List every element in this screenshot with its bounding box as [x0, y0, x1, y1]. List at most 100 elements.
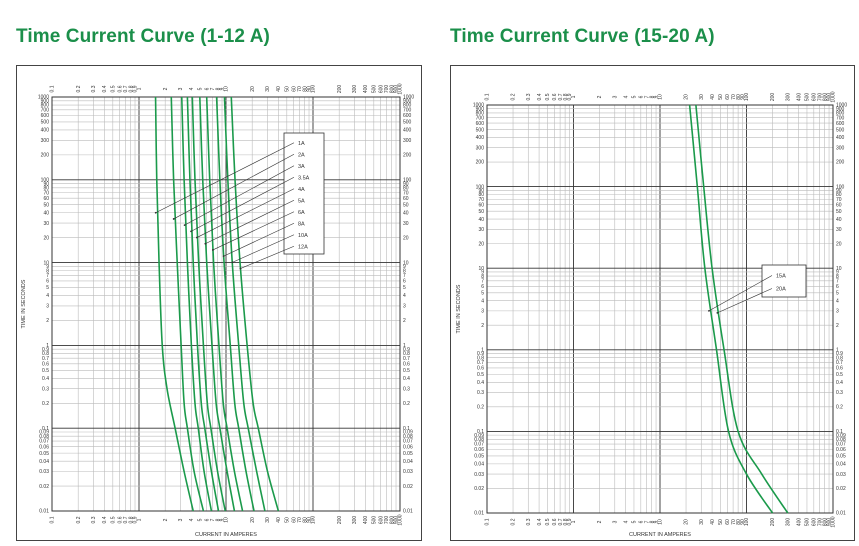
x-tick-label-top: 7	[644, 95, 650, 98]
y-tick-label-right: 0.01	[403, 509, 413, 515]
y-tick-label-left: 80	[478, 192, 484, 198]
x-tick-label-bottom: 4	[189, 518, 195, 521]
y-tick-label-right: 200	[836, 160, 845, 166]
x-tick-label-bottom: 4	[623, 520, 629, 523]
x-tick-label-top: 2	[597, 95, 603, 98]
x-tick-label-bottom: 0.8	[563, 518, 569, 525]
legend-leader-line	[205, 199, 295, 245]
y-tick-label-right: 900	[403, 98, 412, 104]
x-tick-label-top: 9	[654, 95, 660, 98]
legend-label-4a: 4A	[298, 187, 305, 193]
y-tick-label-left: 0.06	[474, 447, 484, 453]
y-tick-label-right: 1000	[403, 95, 414, 101]
y-tick-label-right: 0.2	[403, 401, 410, 407]
y-tick-label-left: 0.3	[42, 386, 49, 392]
x-tick-label-top: 70	[297, 86, 303, 92]
x-tick-label-bottom: 80	[736, 519, 742, 525]
y-tick-label-left: 0.04	[474, 462, 484, 468]
x-tick-label-bottom: 200	[770, 518, 776, 527]
x-tick-label-top: 0.5	[111, 85, 117, 92]
x-tick-label-bottom: 0.1	[485, 518, 491, 525]
y-tick-label-right: 0.4	[836, 380, 843, 386]
x-tick-label-bottom: 6	[639, 520, 645, 523]
legend-leader-dot	[708, 309, 710, 312]
x-tick-label-bottom: 90	[740, 519, 746, 525]
series-line-1a	[154, 96, 195, 512]
x-tick-label-bottom: 3	[178, 518, 184, 521]
x-tick-label-top: 40	[276, 86, 282, 92]
legend-leader-line	[212, 211, 295, 251]
y-tick-label-right: 0.08	[403, 434, 413, 440]
y-tick-label-left: 0.7	[477, 360, 484, 366]
legend-box	[283, 132, 325, 255]
y-tick-label-left: 100	[476, 184, 485, 190]
y-tick-label-right: 30	[403, 221, 409, 227]
x-tick-label-bottom: 40	[710, 519, 716, 525]
x-tick-label-bottom: 400	[796, 518, 802, 527]
legend-leader-line	[240, 245, 295, 269]
x-axis-label: CURRENT IN AMPERES	[629, 532, 691, 538]
x-tick-label-top: 0.7	[558, 93, 564, 100]
legend-leader-dot	[239, 267, 242, 270]
y-tick-label-left: 0.1	[477, 429, 484, 435]
legend-leader-dot	[190, 230, 192, 233]
y-tick-label-right: 1	[403, 343, 406, 349]
x-tick-label-top: 1	[571, 95, 577, 98]
y-tick-label-left: 70	[478, 197, 484, 203]
x-tick-label-top: 800	[822, 93, 828, 102]
x-tick-label-bottom: 1000	[831, 516, 837, 527]
x-tick-label-top: 60	[291, 86, 297, 92]
x-tick-label-bottom: 20	[250, 517, 256, 523]
y-tick-label-left: 0.07	[39, 439, 49, 445]
x-tick-label-top: 1000	[398, 83, 404, 94]
y-tick-label-left: 6	[481, 284, 484, 290]
y-tick-label-right: 2	[403, 318, 406, 324]
legend-label-5a: 5A	[298, 198, 305, 204]
legend-leader-line	[155, 142, 295, 214]
x-tick-label-top: 0.4	[102, 85, 108, 92]
x-tick-label-bottom: 0.9	[133, 516, 139, 523]
legend: 1A 2A 3A 3.5A 4A 5A 6A 8A 10A 12A	[154, 132, 325, 270]
y-tick-label-left: 900	[41, 98, 50, 104]
series-line-6a	[205, 96, 244, 512]
x-tick-label-top: 9	[220, 87, 226, 90]
x-tick-label-bottom: 900	[394, 516, 400, 525]
legend-leader-dot	[154, 211, 157, 214]
series-line-4a	[191, 96, 227, 512]
x-tick-label-top: 400	[363, 85, 369, 94]
x-tick-label-top: 2	[163, 87, 169, 90]
x-tick-label-bottom: 30	[699, 519, 705, 525]
x-tick-label-bottom: 100	[744, 518, 750, 527]
y-tick-label-right: 5	[403, 285, 406, 291]
y-tick-label-left: 0.01	[474, 511, 484, 517]
y-tick-label-right: 0.2	[836, 405, 843, 411]
x-tick-label-bottom: 500	[372, 516, 378, 525]
y-tick-label-right: 9	[836, 270, 839, 276]
y-tick-label-right: 800	[403, 103, 412, 109]
y-tick-label-right: 10	[836, 266, 842, 272]
y-tick-label-right: 0.1	[836, 429, 843, 435]
chart-title-15-20a: Time Current Curve (15-20 A)	[450, 26, 715, 47]
y-tick-label-left: 900	[476, 106, 485, 112]
chart-frame	[16, 65, 422, 541]
y-tick-label-left: 9	[481, 270, 484, 276]
x-tick-label-top: 4	[189, 87, 195, 90]
y-tick-label-right: 1000	[836, 103, 847, 109]
x-tick-label-top: 4	[623, 95, 629, 98]
x-tick-label-top: 100	[744, 93, 750, 102]
legend-leader-dot	[211, 249, 214, 251]
x-tick-label-bottom: 0.9	[567, 518, 573, 525]
y-tick-label-left: 7	[46, 273, 49, 279]
x-tick-label-bottom: 0.2	[76, 516, 82, 523]
x-tick-label-bottom: 9	[654, 520, 660, 523]
y-tick-label-right: 7	[836, 279, 839, 285]
y-tick-label-left: 40	[43, 210, 49, 216]
x-tick-label-bottom: 60	[291, 517, 297, 523]
legend-label-3-5a: 3.5A	[298, 175, 310, 181]
y-tick-label-left: 8	[481, 274, 484, 280]
x-tick-label-top: 600	[378, 85, 384, 94]
y-tick-label-right: 8	[403, 268, 406, 274]
legend-leader-line	[196, 188, 295, 238]
x-tick-label-bottom: 10	[658, 519, 664, 525]
y-tick-label-right: 0.6	[403, 361, 410, 367]
